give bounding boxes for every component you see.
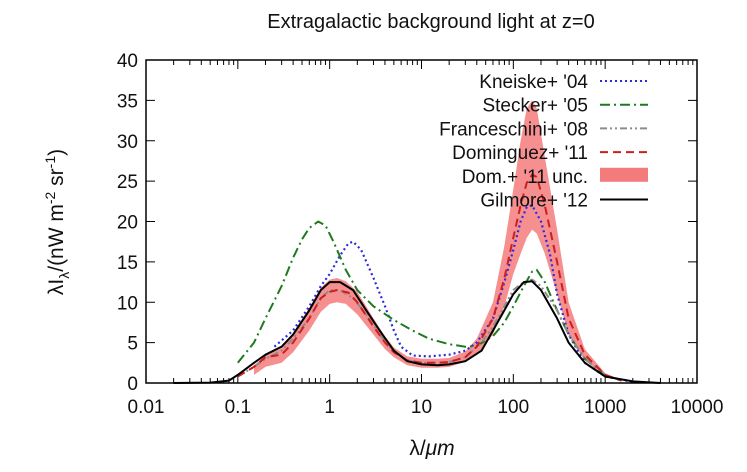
y-tick-label: 20: [117, 213, 138, 234]
series-line-dominguez-11: [237, 173, 622, 382]
legend-item-kneiske-04: Kneiske+ '04: [479, 72, 648, 93]
legend-label: Kneiske+ '04: [479, 72, 588, 93]
y-tick-label: 40: [117, 51, 138, 72]
legend-label: Stecker+ '05: [482, 96, 588, 117]
legend-item-dom-11-unc: Dom.+ '11 unc.: [462, 167, 648, 188]
y-axis-label: λIλ/(nW m-2 sr-1): [42, 149, 72, 295]
legend-label: Dominguez+ '11: [452, 143, 588, 164]
y-tick-label: 30: [117, 132, 138, 153]
legend-item-stecker-05: Stecker+ '05: [482, 96, 648, 117]
y-tick-label: 0: [127, 374, 138, 395]
x-tick-label: 100: [497, 397, 529, 418]
legend-label: Gilmore+ '12: [480, 191, 588, 212]
series-line-kneiske-04: [273, 204, 634, 383]
legend-item-gilmore-12: Gilmore+ '12: [480, 191, 648, 212]
legend-swatch: [600, 167, 648, 182]
y-tick-label: 25: [117, 172, 138, 193]
legend-item-dominguez-11: Dominguez+ '11: [452, 143, 648, 164]
y-axis-tick-labels: 0 5 10 15 20 25 30 35 40: [117, 51, 138, 395]
x-axis-label: λ/μm: [409, 437, 454, 460]
chart-title: Extragalactic background light at z=0: [267, 11, 594, 33]
x-axis-tick-labels: 0.01 0.1 1 10 100 1000 10000: [128, 397, 724, 418]
series-line-gilmore-12: [173, 280, 661, 384]
x-tick-label: 10: [411, 397, 432, 418]
x-tick-label: 0.1: [225, 397, 251, 418]
y-tick-label: 35: [117, 91, 138, 112]
x-tick-label: 1000: [584, 397, 626, 418]
series-line-stecker-05: [237, 220, 622, 382]
x-tick-label: 1: [324, 397, 335, 418]
y-tick-label: 5: [127, 334, 138, 355]
legend-label: Dom.+ '11 unc.: [462, 167, 588, 188]
legend-item-franceschini-08: Franceschini+ '08: [439, 119, 648, 140]
y-tick-label: 10: [117, 293, 138, 314]
plot-frame: [145, 59, 698, 384]
x-tick-label: 0.01: [128, 397, 165, 418]
legend-label: Franceschini+ '08: [439, 119, 588, 140]
y-tick-label: 15: [117, 253, 138, 274]
band-dominguez-uncertainty: [254, 100, 622, 382]
plot-area: [173, 100, 661, 384]
x-tick-label: 10000: [671, 397, 724, 418]
